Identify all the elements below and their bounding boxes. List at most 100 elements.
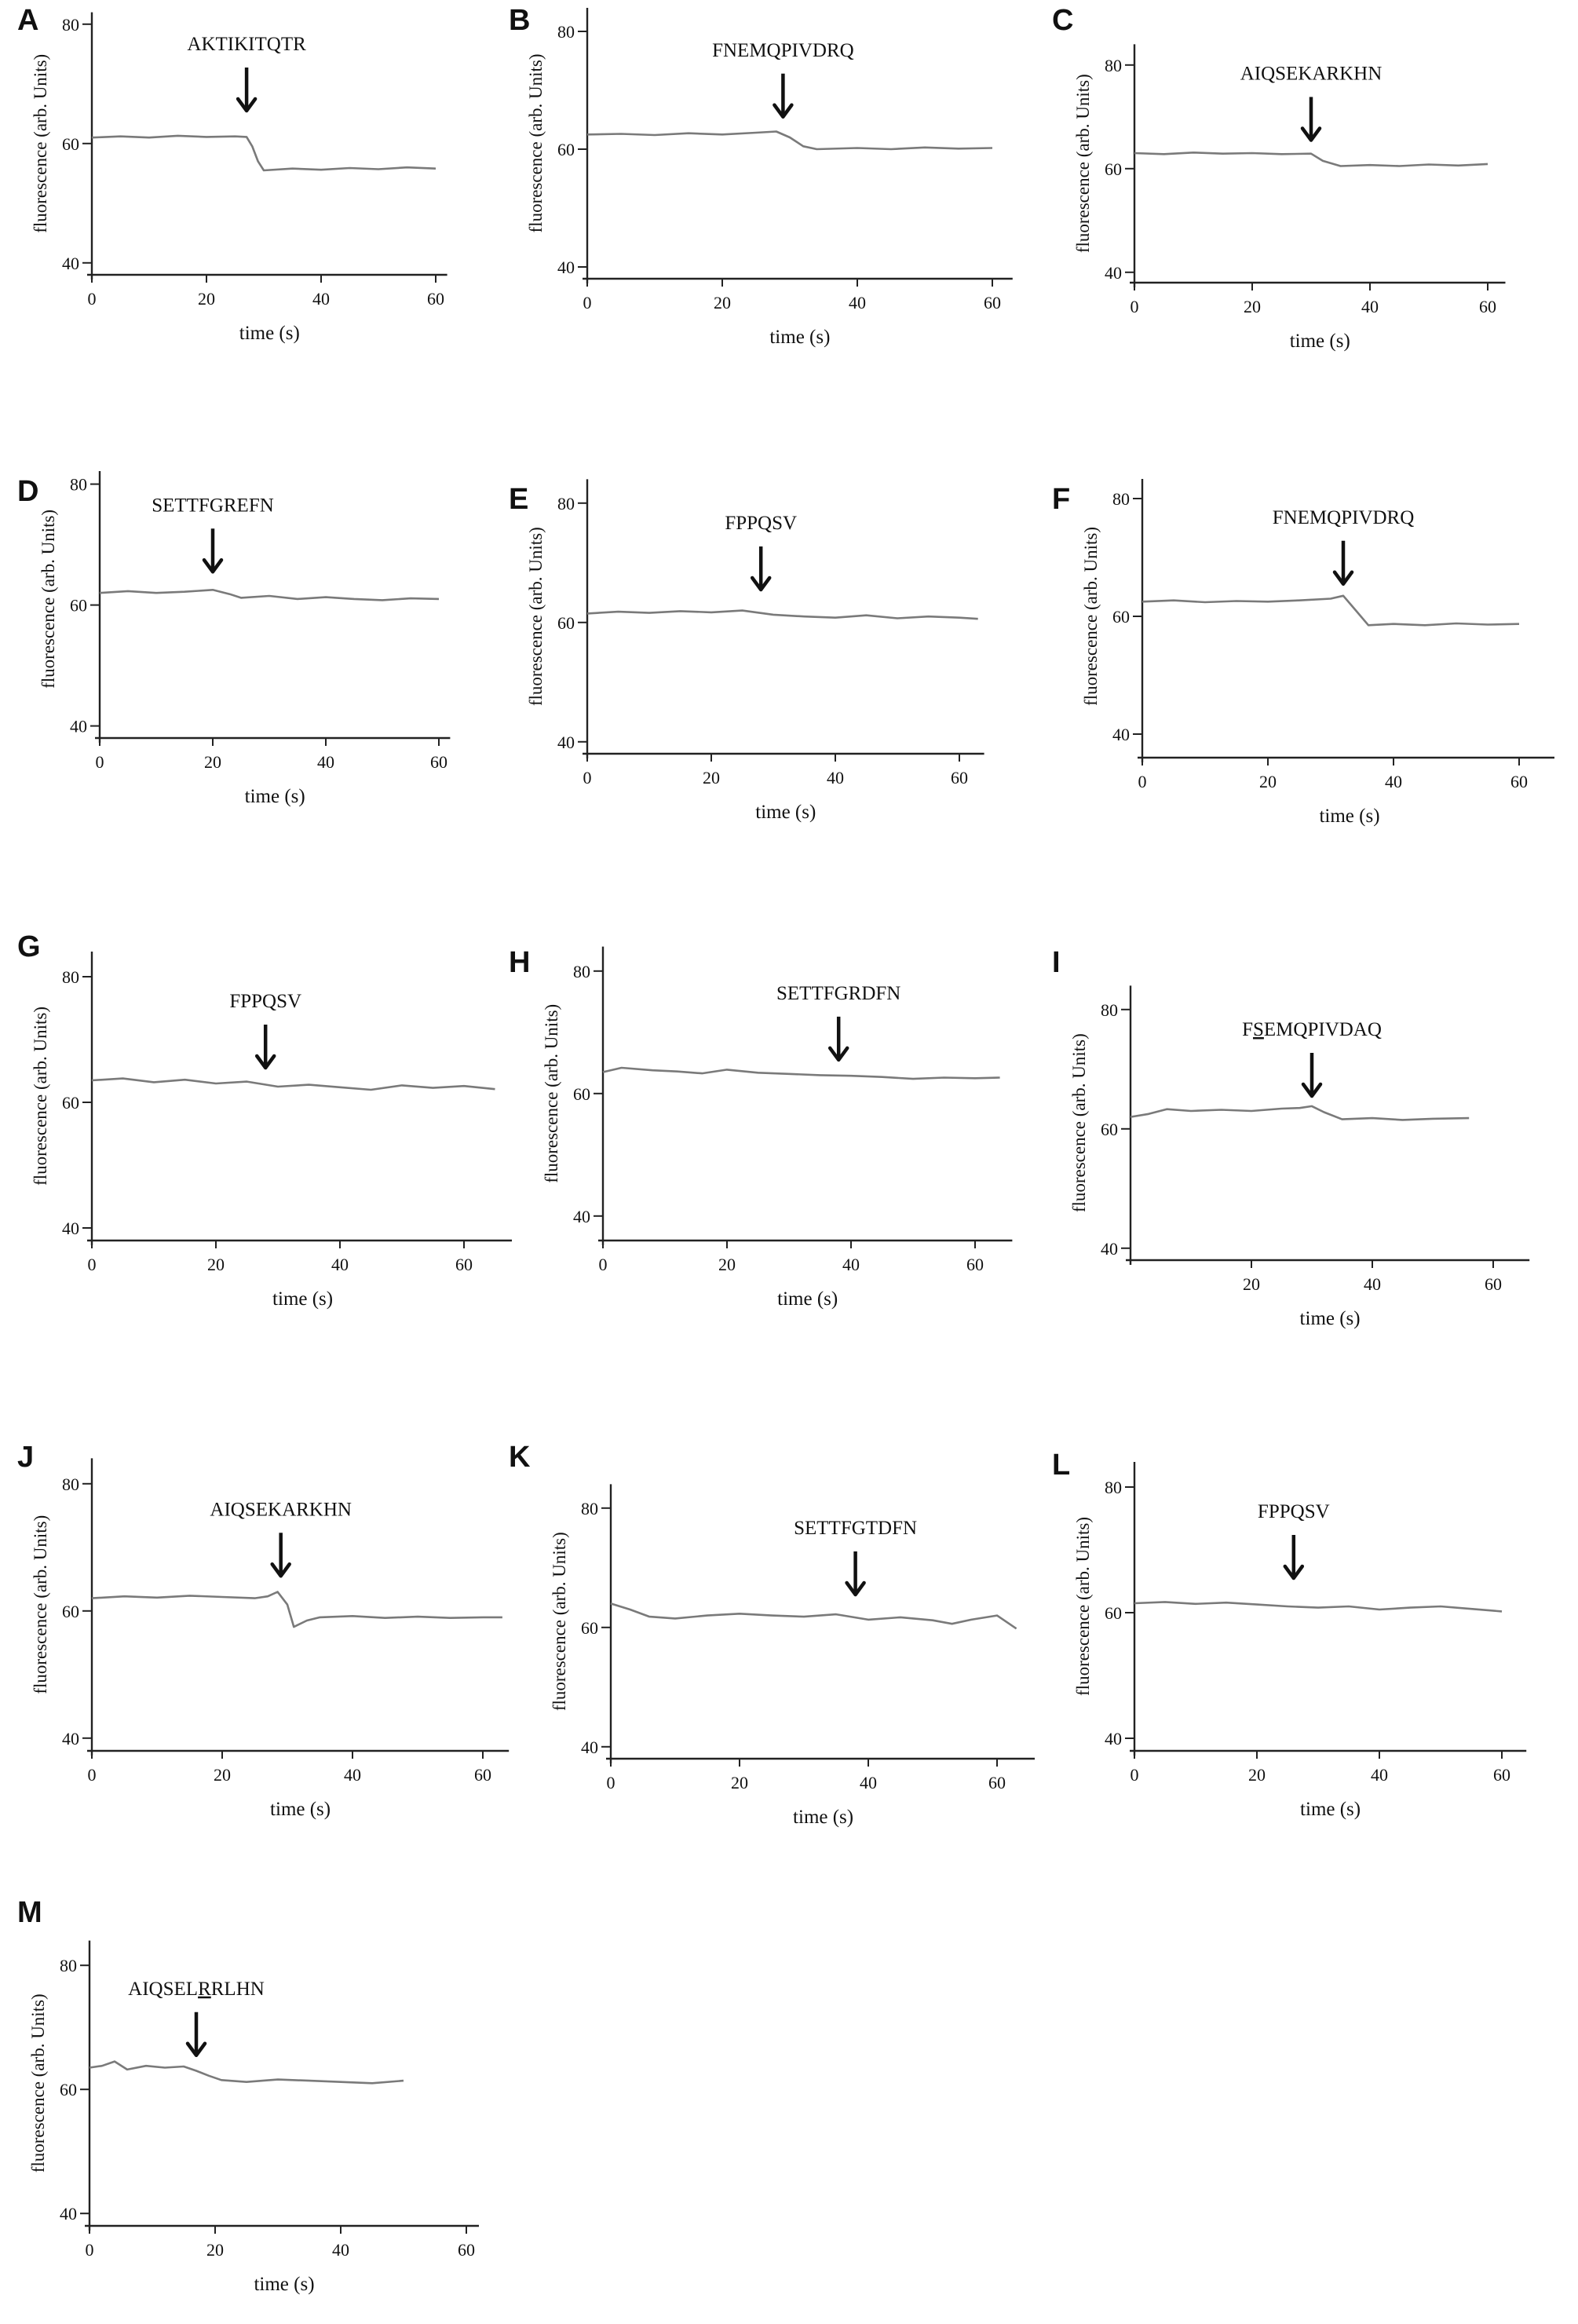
chart-panel-j: J 40 60 80 0 20 40 60 time (s) fluorescence (arb.… — [17, 1441, 510, 1820]
fluorescence-trace — [91, 1591, 502, 1628]
y-tick-label: 40 — [581, 1738, 598, 1757]
x-tick-label: 0 — [583, 768, 592, 787]
x-tick-label: 0 — [88, 289, 97, 309]
y-tick-label: 60 — [60, 2080, 77, 2099]
x-tick-label: 0 — [86, 2240, 94, 2260]
arrow-head-icon — [827, 1046, 849, 1062]
x-tick-label: 0 — [599, 1255, 608, 1274]
y-axis-title: fluorescence (arb. Units) — [550, 1532, 569, 1711]
fluorescence-trace — [610, 1602, 1017, 1630]
arrow-head-icon — [202, 558, 224, 574]
x-tick-label: 0 — [1138, 772, 1147, 791]
fluorescence-trace — [1134, 152, 1489, 167]
x-tick-label: 40 — [1371, 1765, 1388, 1785]
x-axis-title: time (s) — [254, 2274, 314, 2295]
peptide-substituted-residue: S — [1253, 1019, 1264, 1040]
x-tick-label: 20 — [198, 289, 215, 309]
y-tick-label: 80 — [62, 15, 79, 35]
fluorescence-trace — [586, 130, 993, 151]
x-tick-label: 0 — [1131, 1765, 1139, 1785]
x-tick-label: 0 — [607, 1773, 615, 1792]
x-tick-label: 40 — [331, 1255, 349, 1274]
x-tick-label: 40 — [317, 752, 334, 772]
fluorescence-trace — [91, 1077, 495, 1091]
y-axis-title: fluorescence (arb. Units) — [1081, 527, 1101, 706]
x-axis-title: time (s) — [272, 1288, 333, 1310]
y-axis-title: fluorescence (arb. Units) — [38, 510, 58, 689]
x-tick-label: 20 — [204, 752, 221, 772]
y-tick-label: 60 — [557, 140, 575, 159]
peptide-label: AIQSELRRLHN — [128, 1979, 265, 2000]
panel-letter: D — [17, 475, 38, 508]
arrow-head-icon — [750, 576, 772, 592]
y-axis-title: fluorescence (arb. Units) — [31, 54, 50, 233]
x-tick-label: 20 — [214, 1765, 231, 1785]
fluorescence-trace — [602, 1066, 1000, 1080]
x-axis-title: time (s) — [769, 327, 830, 348]
x-tick-label: 60 — [474, 1765, 491, 1785]
y-tick-label: 60 — [62, 1602, 79, 1621]
peptide-label: SETTFGRDFN — [776, 983, 900, 1004]
y-tick-label: 60 — [62, 134, 79, 154]
arrow-head-icon — [254, 1054, 276, 1070]
x-tick-label: 20 — [731, 1773, 748, 1792]
y-tick-label: 40 — [1112, 725, 1130, 744]
x-tick-label: 60 — [966, 1255, 984, 1274]
y-axis-title: fluorescence (arb. Units) — [1069, 1033, 1089, 1212]
x-tick-label: 40 — [860, 1773, 877, 1792]
y-tick-label: 60 — [1112, 607, 1130, 627]
y-tick-label: 80 — [1105, 56, 1122, 75]
x-tick-label: 20 — [703, 768, 720, 787]
y-tick-label: 60 — [581, 1618, 598, 1638]
panel-letter: E — [509, 483, 528, 516]
x-tick-label: 60 — [455, 1255, 473, 1274]
y-tick-label: 40 — [60, 2204, 77, 2224]
chart-panel-i: I 40 60 80 20 40 60 time (s) fluorescence (arb. … — [1052, 946, 1530, 1329]
x-tick-label: 40 — [1361, 297, 1379, 316]
fluorescence-trace — [1141, 594, 1520, 627]
x-tick-label: 40 — [827, 768, 844, 787]
panel-letter: I — [1052, 946, 1061, 979]
y-axis-title: fluorescence (arb. Units) — [1073, 1517, 1093, 1696]
peptide-label: FPPQSV — [229, 991, 301, 1012]
fluorescence-trace — [1134, 1601, 1503, 1613]
y-tick-label: 40 — [1105, 263, 1122, 283]
x-tick-label: 0 — [88, 1255, 97, 1274]
x-tick-label: 60 — [430, 752, 447, 772]
peptide-label: AIQSEKARKHN — [1240, 64, 1383, 85]
fluorescence-trace — [99, 589, 440, 601]
y-tick-label: 80 — [1101, 1000, 1118, 1020]
x-axis-title: time (s) — [245, 786, 305, 807]
peptide-label: FPPQSV — [725, 513, 797, 534]
x-axis-title: time (s) — [777, 1288, 838, 1310]
x-axis-title: time (s) — [1300, 1308, 1361, 1329]
x-tick-label: 60 — [984, 293, 1001, 312]
panel-letter: G — [17, 930, 41, 963]
arrow-head-icon — [236, 97, 258, 113]
x-axis-title: time (s) — [239, 323, 300, 344]
y-tick-label: 60 — [1105, 1603, 1122, 1623]
y-tick-label: 40 — [557, 258, 575, 277]
peptide-label: FSEMQPIVDAQ — [1242, 1019, 1382, 1040]
panel-letter: C — [1052, 4, 1073, 37]
y-tick-label: 60 — [70, 596, 87, 616]
x-tick-label: 60 — [1493, 1765, 1510, 1785]
panel-letter: K — [509, 1441, 531, 1474]
y-axis-title: fluorescence (arb. Units) — [28, 1993, 48, 2172]
arrow-head-icon — [185, 2041, 207, 2057]
panel-letter: J — [17, 1441, 34, 1474]
panel-letter: M — [17, 1896, 42, 1929]
x-tick-label: 60 — [988, 1773, 1006, 1792]
x-axis-title: time (s) — [270, 1799, 331, 1820]
peptide-label: AKTIKITQTR — [187, 34, 306, 55]
y-tick-label: 80 — [557, 494, 575, 513]
x-tick-label: 60 — [1479, 297, 1496, 316]
peptide-label: AIQSEKARKHN — [210, 1499, 352, 1520]
x-tick-label: 20 — [1243, 1274, 1260, 1294]
chart-panel-a: A 40 60 80 0 20 40 60 time (s) fluorescence (arb.… — [17, 4, 447, 344]
chart-panel-c: C 40 60 80 0 20 40 60 time (s) fluorescence (arb.… — [1052, 4, 1506, 352]
panel-letter: F — [1052, 483, 1070, 516]
panel-letter: H — [509, 946, 530, 979]
y-tick-label: 80 — [62, 967, 79, 987]
